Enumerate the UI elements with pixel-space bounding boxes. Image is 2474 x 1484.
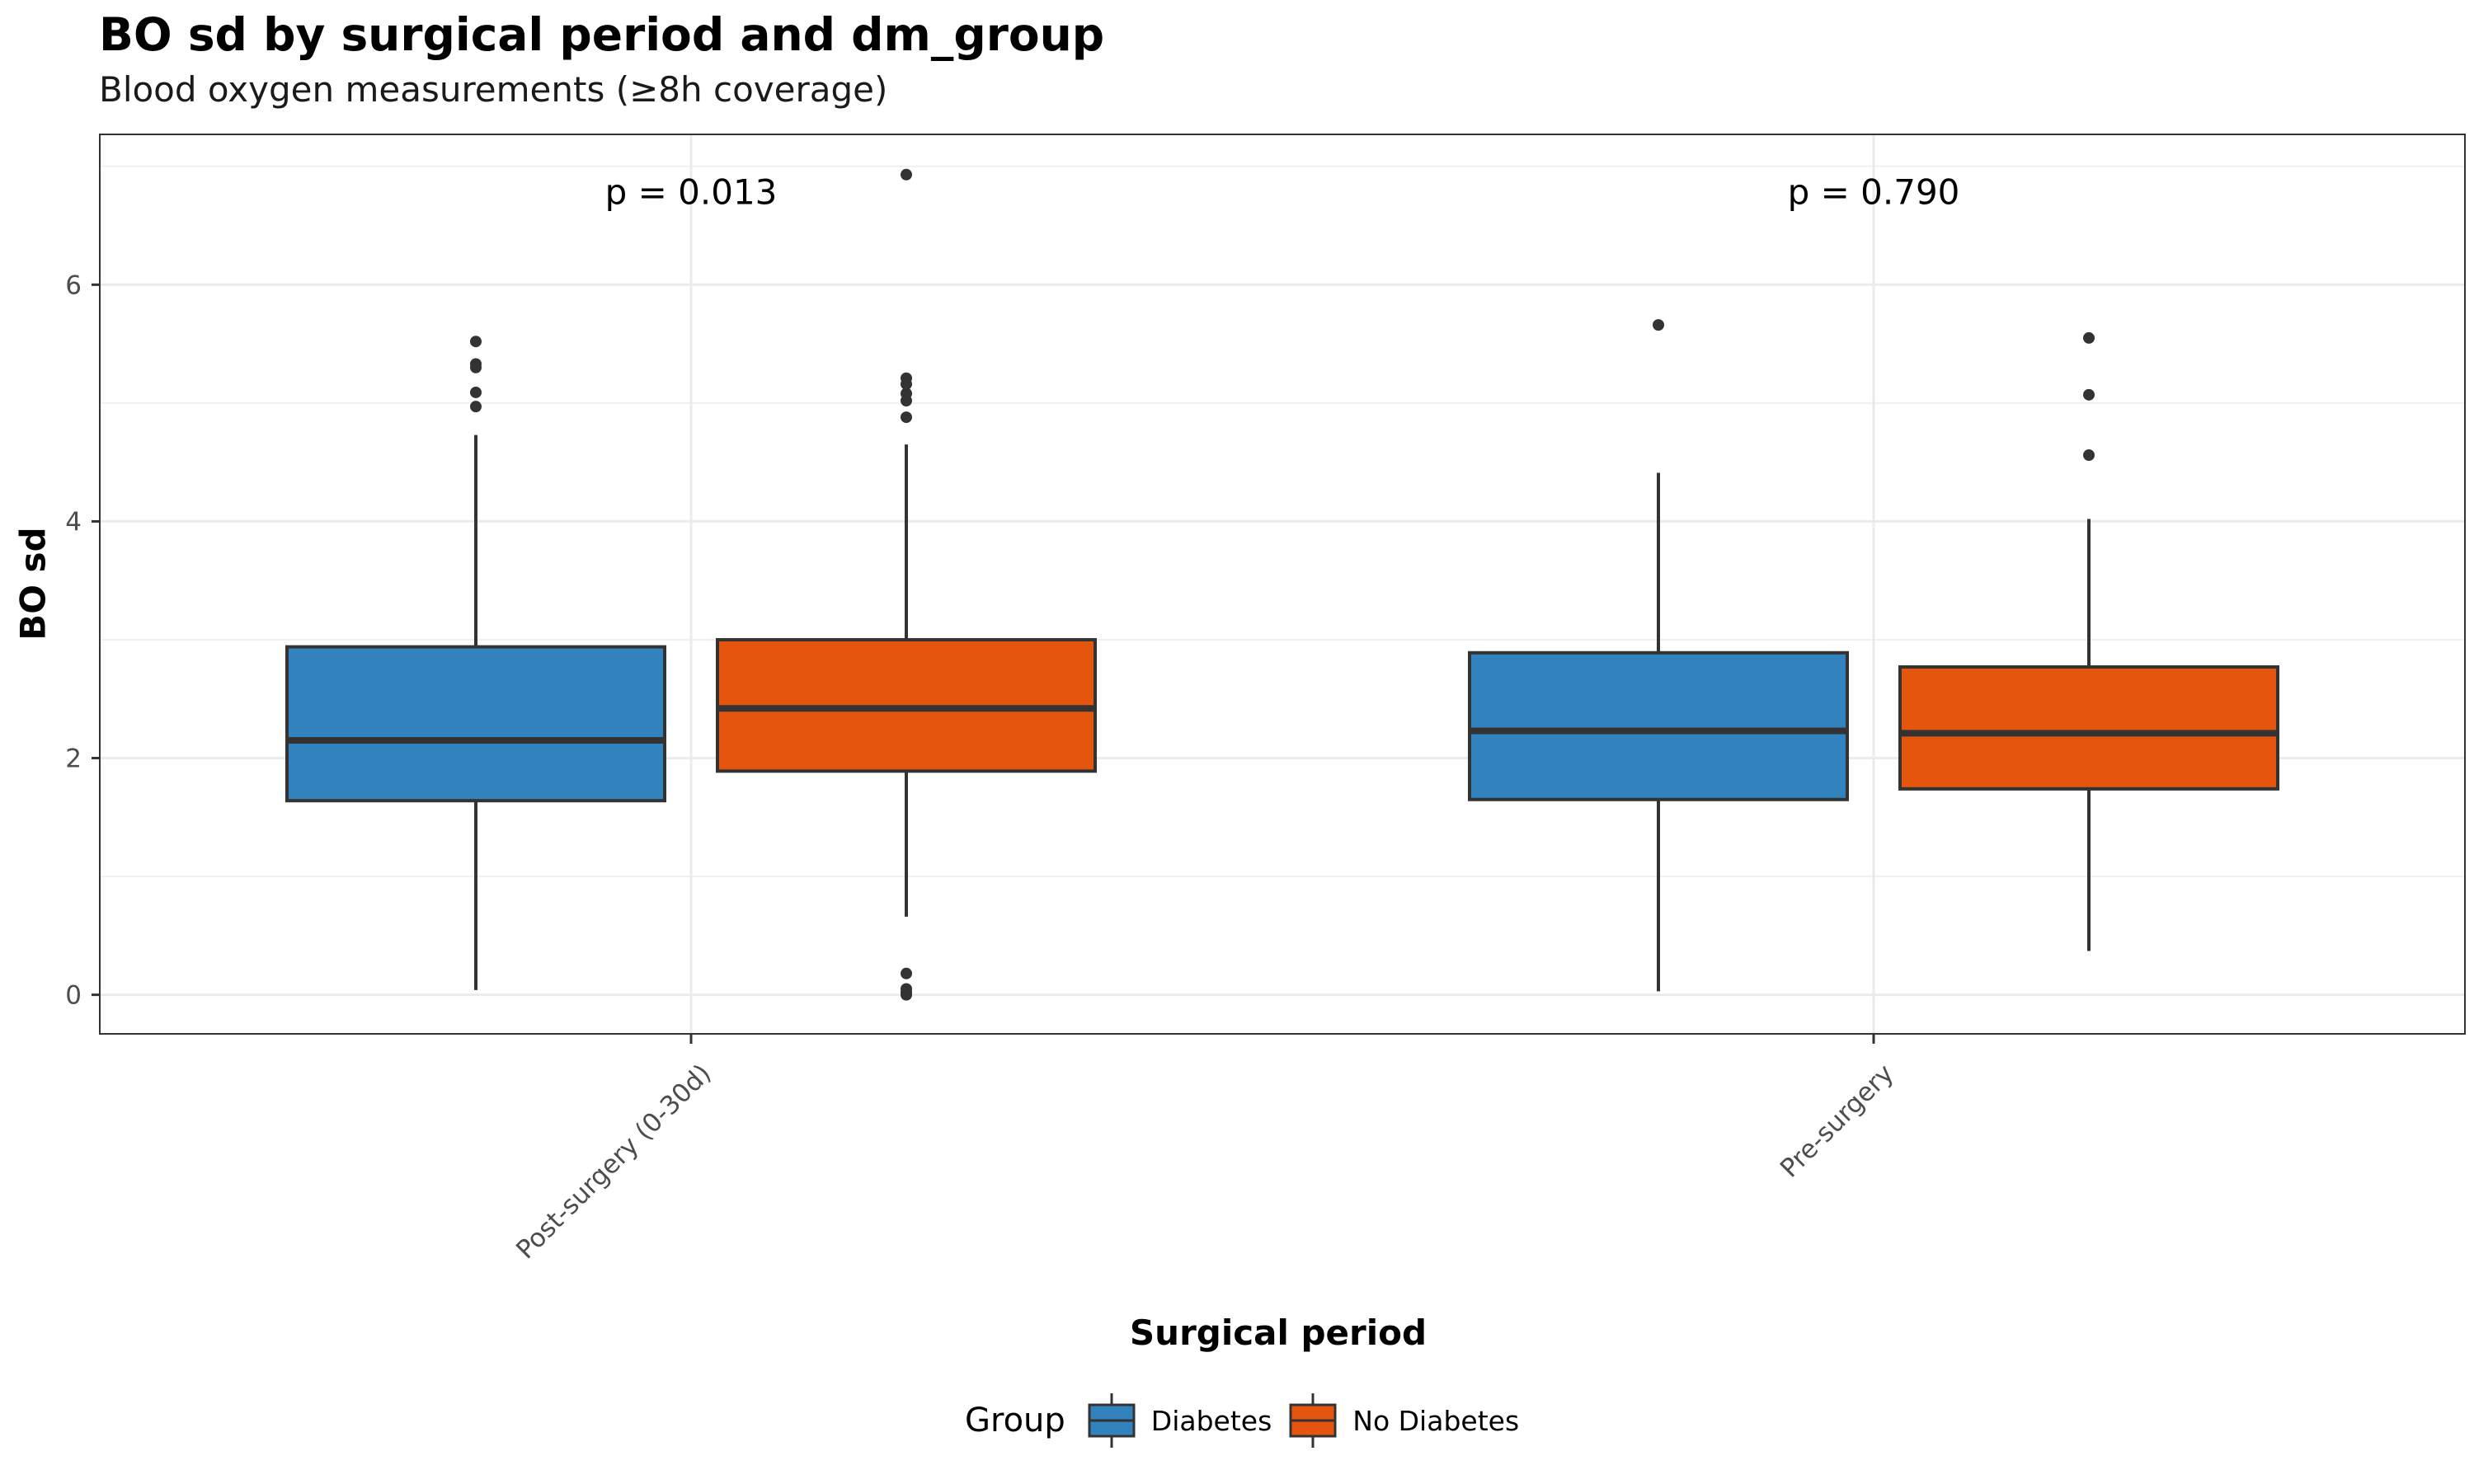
y-tick-label: 2 [65,744,82,774]
panel-border [99,134,2466,1035]
outlier-point [901,168,912,181]
box-group [716,168,1097,1001]
outlier-point [901,983,912,995]
outlier-point [470,386,482,398]
legend-item-diabetes: Diabetes [1087,1393,1272,1448]
outlier-point [901,372,912,384]
p-value-annotation: p = 0.013 [605,172,778,213]
outlier-point [470,401,482,413]
outlier-point [901,387,912,400]
box-group [285,336,666,990]
legend-key-no-diabetes [1289,1393,1337,1448]
y-tick-label: 4 [65,507,82,537]
box-iqr [1468,650,1849,801]
x-axis-label: Surgical period [1129,1313,1427,1353]
marks-layer [285,168,2279,1001]
outlier-point [2083,449,2095,462]
box-iqr [285,645,666,803]
box-group [1898,331,2279,951]
legend-item-no-diabetes: No Diabetes [1288,1393,1519,1448]
legend: Group Diabetes No Diabetes [965,1393,1536,1448]
y-axis-label: BO sd [12,527,54,641]
grid-layer [100,134,2465,1034]
outlier-point [470,336,482,348]
box-iqr [1898,665,2279,791]
outlier-point [1653,319,1664,331]
chart-subtitle: Blood oxygen measurements (≥8h coverage) [99,69,888,110]
x-tick-label: Post-surgery (0-30d) [510,1059,717,1265]
outlier-point [901,411,912,424]
chart-title: BO sd by surgical period and dm_group [99,8,1105,61]
p-value-annotation: p = 0.790 [1788,172,1960,213]
box-group [1468,319,1849,992]
y-tick-label: 6 [65,270,82,300]
outlier-point [2083,388,2095,401]
legend-label-diabetes: Diabetes [1150,1404,1272,1437]
legend-label-no-diabetes: No Diabetes [1352,1404,1520,1437]
outlier-point [470,358,482,370]
legend-key-diabetes [1088,1393,1136,1448]
legend-title: Group [965,1402,1065,1439]
outlier-point [901,967,912,979]
x-tick-label: Pre-surgery [1775,1059,1900,1184]
y-tick-label: 0 [65,981,82,1011]
outlier-point [2083,331,2095,344]
